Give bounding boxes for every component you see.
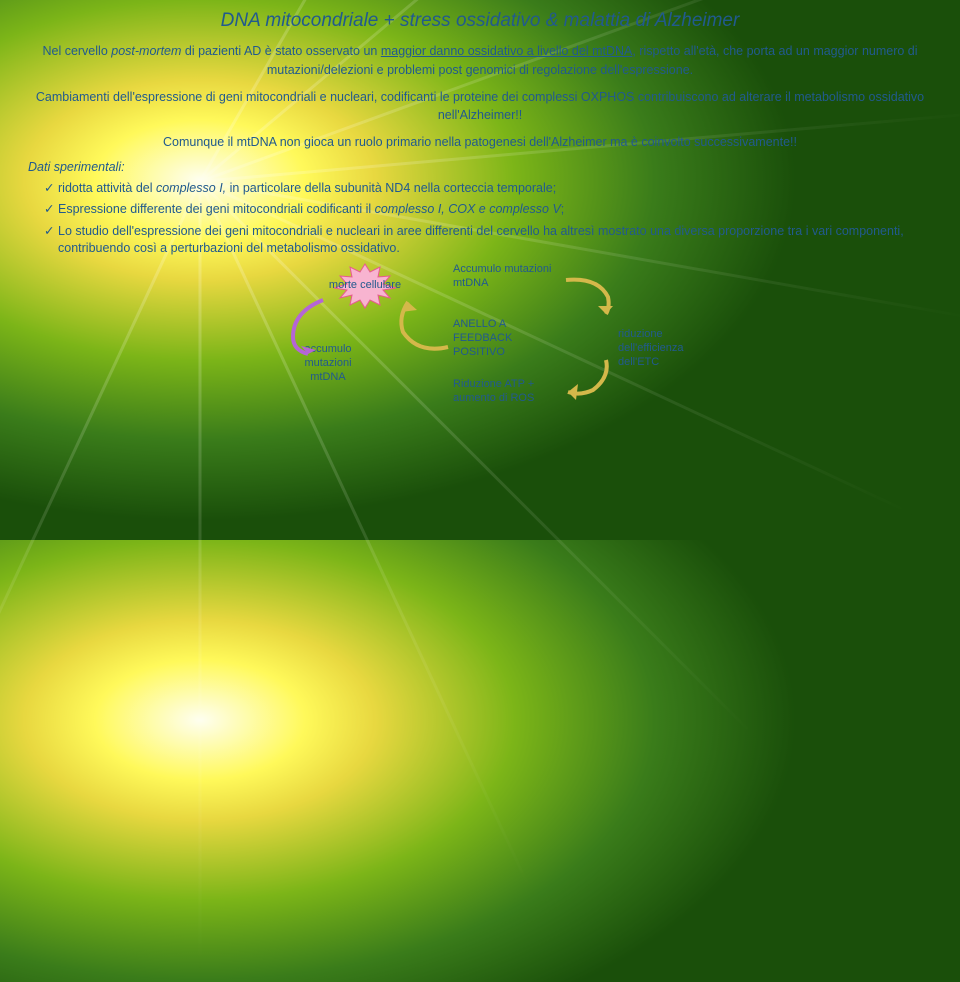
- feedback-loop-diagram: morte cellulare accumulo mutazioni mtDNA…: [228, 262, 932, 412]
- text-italic: complesso I, COX e complesso V: [375, 202, 561, 216]
- diagram-label: ANELLO A FEEDBACK POSITIVO: [453, 317, 563, 360]
- slide-content: DNA mitocondriale + stress ossidativo & …: [0, 0, 960, 422]
- list-item: ridotta attività del complesso I, in par…: [44, 180, 932, 198]
- diagram-label: Accumulo mutazioni mtDNA: [453, 262, 573, 291]
- list-item: Espressione differente dei geni mitocond…: [44, 201, 932, 219]
- text: ridotta attività del: [58, 181, 156, 195]
- paragraph-3: Comunque il mtDNA non gioca un ruolo pri…: [28, 133, 932, 152]
- diagram-label: riduzione dell'efficienza dell'ETC: [618, 327, 718, 370]
- burst-label: morte cellulare: [329, 279, 401, 292]
- subheading: Dati sperimentali:: [28, 160, 932, 174]
- curved-arrow-icon: [283, 292, 333, 362]
- text-italic: complesso I,: [156, 181, 226, 195]
- burst-shape: morte cellulare: [328, 262, 402, 310]
- paragraph-2: Cambiamenti dell'espressione di geni mit…: [28, 88, 932, 126]
- text-underline: maggior danno ossidativo a livello del m…: [381, 44, 633, 58]
- text-italic: post-mortem: [111, 44, 181, 58]
- text: in particolare della subunità ND4 nella …: [226, 181, 556, 195]
- paragraph-1: Nel cervello post-mortem di pazienti AD …: [28, 42, 932, 80]
- curved-arrow-icon: [393, 292, 463, 362]
- text: ;: [561, 202, 564, 216]
- curved-arrow-icon: [558, 272, 618, 322]
- text: Nel cervello: [42, 44, 111, 58]
- text: di pazienti AD è stato osservato un: [181, 44, 380, 58]
- list-item: Lo studio dell'espressione dei geni mito…: [44, 223, 932, 258]
- diagram-label: Riduzione ATP + aumento di ROS: [453, 377, 573, 406]
- slide-title: DNA mitocondriale + stress ossidativo & …: [28, 10, 932, 32]
- curved-arrow-icon: [558, 352, 618, 402]
- text: Espressione differente dei geni mitocond…: [58, 202, 375, 216]
- bullet-list: ridotta attività del complesso I, in par…: [28, 180, 932, 258]
